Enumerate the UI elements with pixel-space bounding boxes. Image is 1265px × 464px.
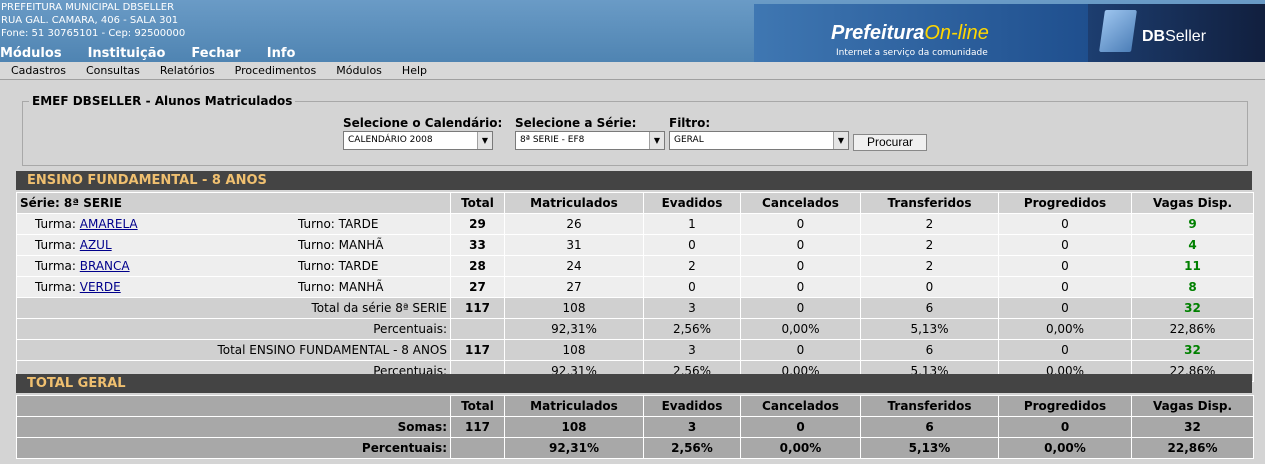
calendario-value: CALENDÁRIO 2008 xyxy=(348,135,433,145)
col-matriculados: Matriculados xyxy=(504,192,644,214)
org-address: RUA GAL. CAMARA, 406 - SALA 301 xyxy=(1,15,179,26)
table-row: Turma: VERDE Turno: MANHÃ 27 27 0 0 0 0 8 xyxy=(16,276,1254,298)
chevron-down-icon[interactable]: ▼ xyxy=(477,132,492,149)
org-name: PREFEITURA MUNICIPAL DBSELLER xyxy=(1,2,175,13)
filtro-value: GERAL xyxy=(674,135,704,145)
serie-select[interactable]: 8ª SERIE - EF8 ▼ xyxy=(515,131,665,150)
nav-modulos[interactable]: Módulos xyxy=(0,46,62,61)
ensino-total-row: Total ENSINO FUNDAMENTAL - 8 ANOS 117 10… xyxy=(16,339,1254,361)
table-header-row: Série: 8ª SERIE Total Matriculados Evadi… xyxy=(16,192,1254,214)
turma-link-branca[interactable]: BRANCA xyxy=(79,259,130,273)
brand-a: DB xyxy=(1142,28,1166,45)
table-row: Turma: BRANCA Turno: TARDE 28 24 2 0 2 0 … xyxy=(16,255,1254,277)
nav-instituicao[interactable]: Instituição xyxy=(87,46,166,61)
menu-procedimentos[interactable]: Procedimentos xyxy=(234,64,317,77)
org-info: PREFEITURA MUNICIPAL DBSELLER RUA GAL. C… xyxy=(1,1,185,40)
turma-link-amarela[interactable]: AMARELA xyxy=(79,217,138,231)
menu-consultas[interactable]: Consultas xyxy=(85,64,140,77)
col-vagas: Vagas Disp. xyxy=(1131,192,1254,214)
filtro-select[interactable]: GERAL ▼ xyxy=(669,131,849,150)
menu-relatorios[interactable]: Relatórios xyxy=(159,64,215,77)
turma-link-azul[interactable]: AZUL xyxy=(79,238,112,252)
serie-header: Série: 8ª SERIE xyxy=(16,192,451,214)
dbseller-mark-icon xyxy=(1099,10,1137,52)
logo-title-b: On-line xyxy=(924,22,989,44)
main-nav: Módulos Instituição Fechar Info xyxy=(0,46,321,61)
col-transferidos: Transferidos xyxy=(860,192,999,214)
menu-bar: Cadastros Consultas Relatórios Procedime… xyxy=(0,62,1265,80)
logo-subtitle: Internet a serviço da comunidade xyxy=(836,48,988,58)
total-geral-table: Total Matriculados Evadidos Cancelados T… xyxy=(16,395,1254,459)
brand-b: Seller xyxy=(1165,28,1207,45)
filter-panel: EMEF DBSELLER - Alunos Matriculados xyxy=(22,94,1248,166)
procurar-button[interactable]: Procurar xyxy=(853,134,927,151)
calendario-select[interactable]: CALENDÁRIO 2008 ▼ xyxy=(343,131,493,150)
serie-label: Selecione a Série: xyxy=(515,116,637,130)
serie-percent-row: Percentuais: 92,31% 2,56% 0,00% 5,13% 0,… xyxy=(16,318,1254,340)
table-row: Turma: AZUL Turno: MANHÃ 33 31 0 0 2 0 4 xyxy=(16,234,1254,256)
section-ensino-header: ENSINO FUNDAMENTAL - 8 ANOS xyxy=(16,171,1252,190)
somas-row: Somas: 117 108 3 0 6 0 32 xyxy=(16,416,1254,438)
total-header-row: Total Matriculados Evadidos Cancelados T… xyxy=(16,395,1254,417)
chevron-down-icon[interactable]: ▼ xyxy=(649,132,664,149)
chevron-down-icon[interactable]: ▼ xyxy=(833,132,848,149)
col-cancelados: Cancelados xyxy=(740,192,861,214)
dbseller-logo: DBSeller xyxy=(1088,4,1265,62)
prefeitura-online-logo: PrefeituraOn-line Internet a serviço da … xyxy=(754,4,1088,62)
section-total-geral-header: TOTAL GERAL xyxy=(16,374,1252,393)
col-total: Total xyxy=(450,192,505,214)
ensino-table: Série: 8ª SERIE Total Matriculados Evadi… xyxy=(16,192,1254,382)
col-progredidos: Progredidos xyxy=(998,192,1132,214)
panel-title: EMEF DBSELLER - Alunos Matriculados xyxy=(32,94,293,108)
serie-value: 8ª SERIE - EF8 xyxy=(520,135,585,145)
nav-info[interactable]: Info xyxy=(266,46,296,61)
menu-help[interactable]: Help xyxy=(401,64,427,77)
org-phone: Fone: 51 30765101 - Cep: 92500000 xyxy=(1,28,186,39)
serie-total-row: Total da série 8ª SERIE 117 108 3 0 6 0 … xyxy=(16,297,1254,319)
total-percent-row: Percentuais: 92,31% 2,56% 0,00% 5,13% 0,… xyxy=(16,437,1254,459)
col-evadidos: Evadidos xyxy=(643,192,741,214)
filtro-label: Filtro: xyxy=(669,116,711,130)
nav-fechar[interactable]: Fechar xyxy=(191,46,241,61)
table-row: Turma: AMARELA Turno: TARDE 29 26 1 0 2 0… xyxy=(16,213,1254,235)
logo-title-a: Prefeitura xyxy=(831,22,925,44)
calendario-label: Selecione o Calendário: xyxy=(343,116,503,130)
menu-modulos[interactable]: Módulos xyxy=(336,64,382,77)
turma-link-verde[interactable]: VERDE xyxy=(79,280,121,294)
menu-cadastros[interactable]: Cadastros xyxy=(11,64,66,77)
top-banner: PREFEITURA MUNICIPAL DBSELLER RUA GAL. C… xyxy=(0,0,1265,62)
